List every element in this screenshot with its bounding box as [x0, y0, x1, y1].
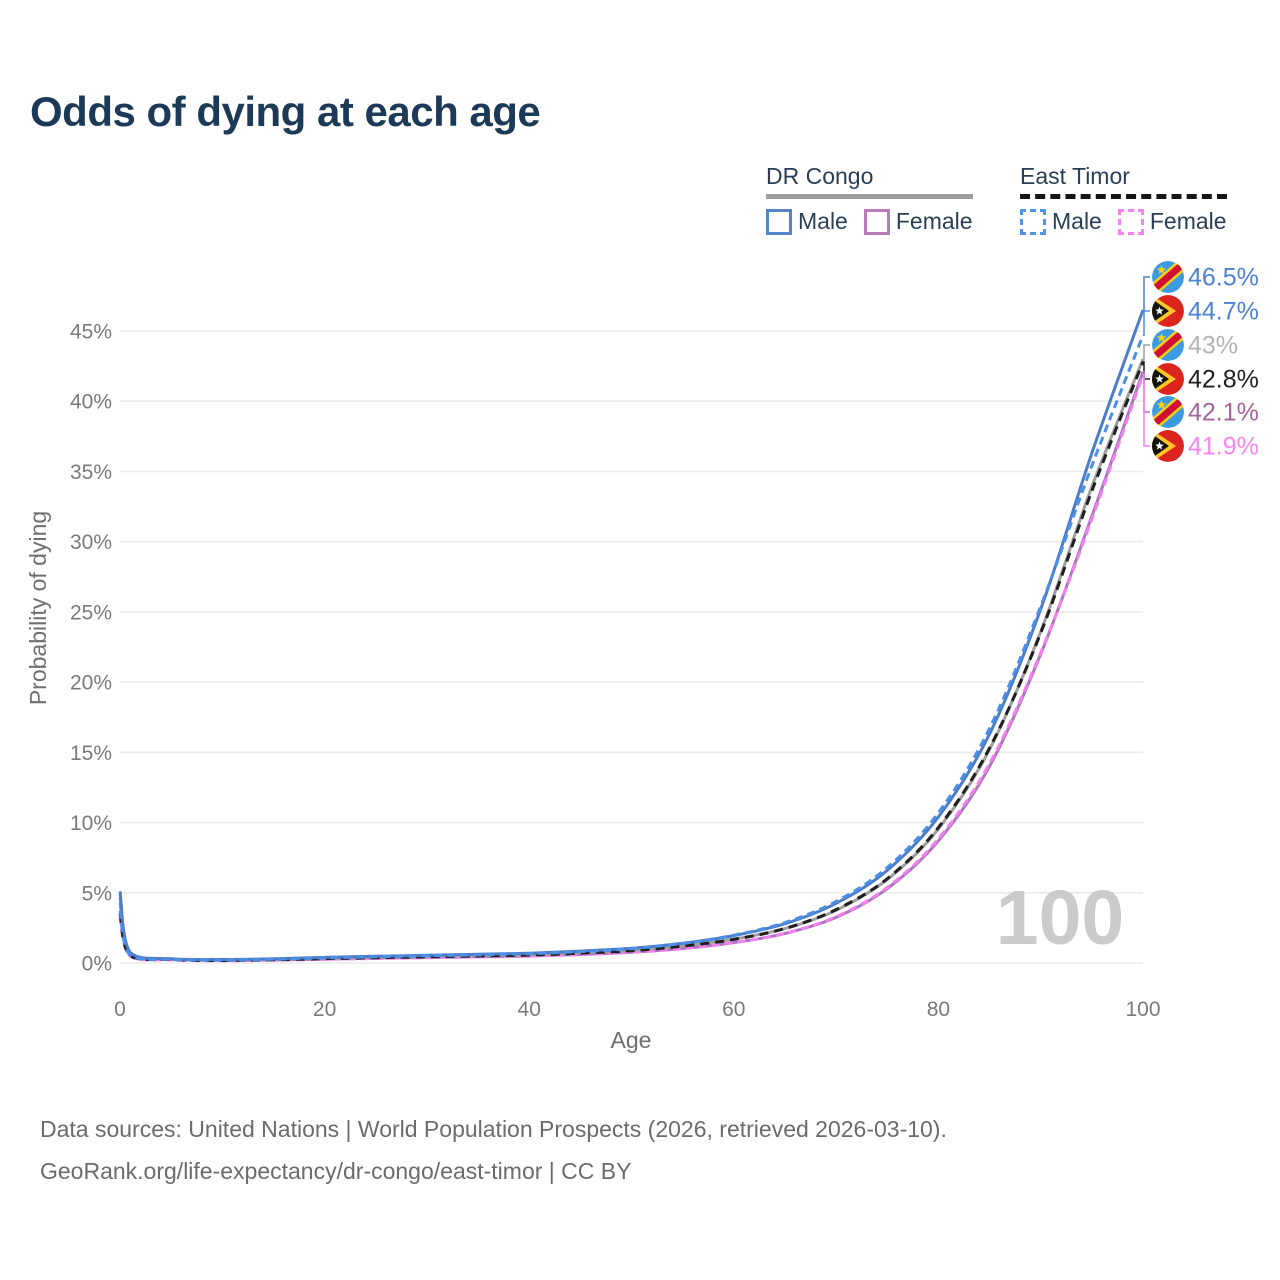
- y-tick-label-35: 35%: [70, 461, 112, 484]
- x-tick-label-100: 100: [1125, 998, 1160, 1021]
- end-value-label-east-timor-male: 44.7%: [1188, 298, 1259, 326]
- flag-icon-dr-congo: [1152, 396, 1184, 428]
- x-tick-label-0: 0: [114, 998, 126, 1021]
- dashed-swatch-icon: [1020, 208, 1046, 235]
- flag-icon-east-timor: [1152, 430, 1184, 462]
- solid-swatch-icon: [863, 208, 890, 235]
- series-line-dr-congo-male: [118, 309, 1145, 962]
- legend-underline-solid: [766, 194, 973, 199]
- series-line-east-timor-male: [118, 334, 1145, 962]
- leader-line: [1143, 276, 1150, 311]
- y-tick-label-10: 10%: [70, 812, 112, 835]
- x-axis-title: Age: [611, 1027, 652, 1053]
- y-tick-label-5: 5%: [82, 882, 112, 905]
- y-tick-label-0: 0%: [82, 953, 112, 976]
- legend-item-dr-congo-female[interactable]: Female: [863, 208, 973, 235]
- x-tick-label-40: 40: [518, 998, 541, 1021]
- x-tick-label-60: 60: [722, 998, 745, 1021]
- legend-item-dr-congo-male[interactable]: Male: [766, 208, 848, 235]
- leader-line: [1143, 310, 1150, 336]
- y-tick-label-20: 20%: [70, 672, 112, 695]
- legend-item-label: Female: [1149, 208, 1227, 234]
- y-axis-title: Probability of dying: [25, 511, 51, 705]
- dashed-swatch-icon: [1117, 208, 1144, 235]
- age-watermark: 100: [996, 875, 1124, 961]
- series-line-east-timor-female: [118, 374, 1145, 963]
- legend-group-dr-congo: DR Congo Male Female: [766, 163, 973, 235]
- end-value-label-east-timor-female: 41.9%: [1188, 433, 1259, 461]
- legend-group-east-timor: East Timor Male Female: [1020, 163, 1227, 235]
- end-value-label-dr-congo-male: 46.5%: [1188, 264, 1259, 292]
- page-title: Odds of dying at each age: [30, 88, 541, 135]
- end-value-label-dr-congo-female: 42.1%: [1188, 399, 1259, 427]
- flag-icon-east-timor: [1152, 363, 1184, 395]
- solid-swatch-icon: [766, 208, 792, 235]
- footer-data-sources: Data sources: United Nations | World Pop…: [40, 1116, 947, 1142]
- series-line-dr-congo-both: [118, 358, 1145, 962]
- y-tick-label-40: 40%: [70, 391, 112, 414]
- legend-underline-dashed: [1020, 194, 1227, 199]
- y-tick-label-45: 45%: [70, 321, 112, 344]
- leader-line: [1143, 361, 1150, 380]
- y-tick-label-15: 15%: [70, 742, 112, 765]
- legend-header-east-timor: East Timor: [1020, 163, 1130, 189]
- series-line-dr-congo-female: [118, 371, 1145, 962]
- legend-item-label: Male: [798, 208, 848, 234]
- x-tick-label-80: 80: [927, 998, 950, 1021]
- footer: Data sources: United Nations | World Pop…: [40, 1108, 947, 1192]
- y-tick-label-30: 30%: [70, 531, 112, 554]
- legend-header-dr-congo: DR Congo: [766, 163, 874, 189]
- legend-item-east-timor-female[interactable]: Female: [1117, 208, 1227, 235]
- x-tick-label-20: 20: [313, 998, 336, 1021]
- leader-line: [1143, 373, 1150, 447]
- end-value-label-east-timor-both: 42.8%: [1188, 366, 1259, 394]
- footer-attribution: GeoRank.org/life-expectancy/dr-congo/eas…: [40, 1158, 632, 1184]
- legend-item-label: Female: [895, 208, 973, 234]
- leader-line: [1143, 344, 1150, 360]
- flag-icon-dr-congo: [1152, 261, 1184, 293]
- y-tick-label-25: 25%: [70, 601, 112, 624]
- flag-icon-east-timor: [1152, 295, 1184, 327]
- series-line-east-timor-both: [118, 361, 1145, 963]
- end-value-label-dr-congo-both: 43%: [1188, 332, 1238, 360]
- flag-icon-dr-congo: [1152, 329, 1184, 361]
- legend-item-east-timor-male[interactable]: Male: [1020, 208, 1102, 235]
- legend-item-label: Male: [1052, 208, 1102, 234]
